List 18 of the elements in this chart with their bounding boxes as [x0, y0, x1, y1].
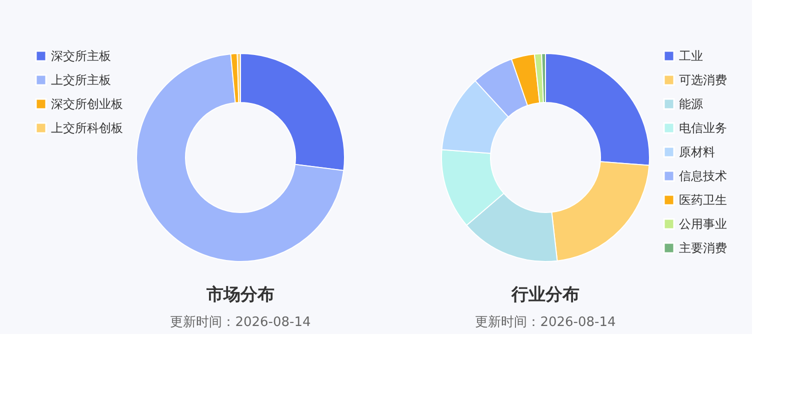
text: 行业分布 — [510, 285, 580, 305]
legend-label: 能源 — [679, 97, 703, 111]
text: 更新时间：2026-08-14 — [170, 315, 311, 330]
legend-label: 信息技术 — [679, 169, 727, 183]
legend-label: 主要消费 — [679, 241, 727, 255]
legend-label: 可选消费 — [679, 73, 727, 87]
donut-slice — [136, 53, 344, 262]
legend-label: 上交所科创板 — [51, 121, 123, 135]
text: 市场分布 — [206, 285, 274, 305]
text: 更新时间：2026-08-14 — [475, 315, 616, 330]
legend-label: 原材料 — [679, 145, 715, 159]
legend-label: 深交所主板 — [51, 49, 111, 63]
legend-label: 深交所创业板 — [51, 97, 123, 111]
legend-label: 医药卫生 — [679, 193, 727, 207]
legend-label: 公用事业 — [679, 217, 727, 231]
legend-label: 工业 — [679, 49, 703, 63]
legend-label: 电信业务 — [679, 121, 727, 135]
legend-label: 上交所主板 — [51, 73, 111, 87]
